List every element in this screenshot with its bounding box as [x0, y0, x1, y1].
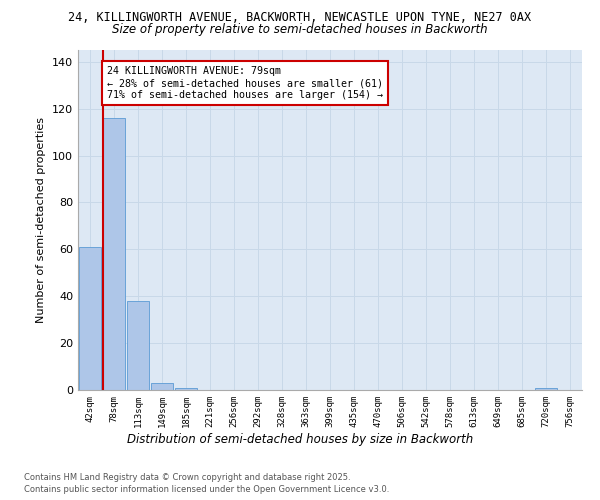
- Bar: [175, 388, 197, 390]
- Text: Distribution of semi-detached houses by size in Backworth: Distribution of semi-detached houses by …: [127, 432, 473, 446]
- Text: Size of property relative to semi-detached houses in Backworth: Size of property relative to semi-detach…: [112, 22, 488, 36]
- Bar: [535, 388, 557, 390]
- Text: 24 KILLINGWORTH AVENUE: 79sqm
← 28% of semi-detached houses are smaller (61)
71%: 24 KILLINGWORTH AVENUE: 79sqm ← 28% of s…: [107, 66, 383, 100]
- Bar: [103, 118, 125, 390]
- Y-axis label: Number of semi-detached properties: Number of semi-detached properties: [37, 117, 46, 323]
- Bar: [79, 247, 101, 390]
- Text: 24, KILLINGWORTH AVENUE, BACKWORTH, NEWCASTLE UPON TYNE, NE27 0AX: 24, KILLINGWORTH AVENUE, BACKWORTH, NEWC…: [68, 11, 532, 24]
- Text: Contains HM Land Registry data © Crown copyright and database right 2025.: Contains HM Land Registry data © Crown c…: [24, 472, 350, 482]
- Bar: [127, 301, 149, 390]
- Bar: [151, 383, 173, 390]
- Text: Contains public sector information licensed under the Open Government Licence v3: Contains public sector information licen…: [24, 485, 389, 494]
